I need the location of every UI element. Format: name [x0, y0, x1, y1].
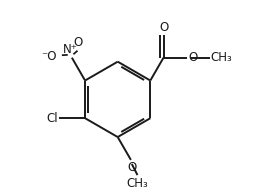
Text: O: O: [128, 161, 137, 174]
Text: CH₃: CH₃: [211, 51, 232, 64]
Text: ⁻O: ⁻O: [42, 50, 57, 63]
Text: CH₃: CH₃: [127, 177, 148, 190]
Text: O: O: [188, 51, 197, 64]
Text: Cl: Cl: [46, 112, 58, 125]
Text: O: O: [74, 36, 83, 49]
Text: N⁺: N⁺: [62, 43, 77, 56]
Text: O: O: [159, 21, 168, 34]
